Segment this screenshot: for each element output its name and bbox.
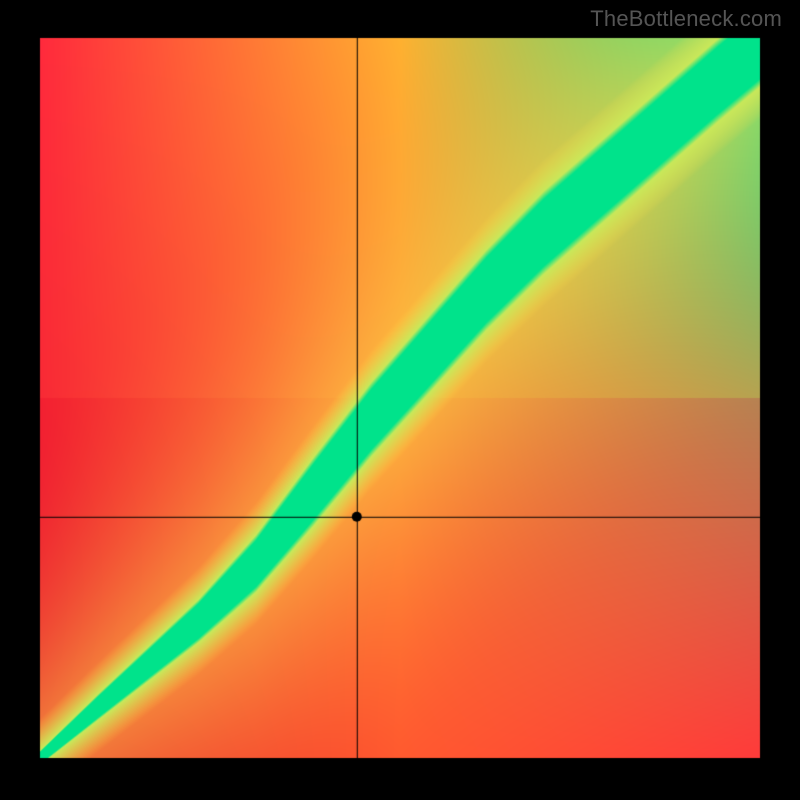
- watermark-text: TheBottleneck.com: [590, 6, 782, 32]
- chart-container: TheBottleneck.com: [0, 0, 800, 800]
- bottleneck-heatmap: [0, 0, 800, 800]
